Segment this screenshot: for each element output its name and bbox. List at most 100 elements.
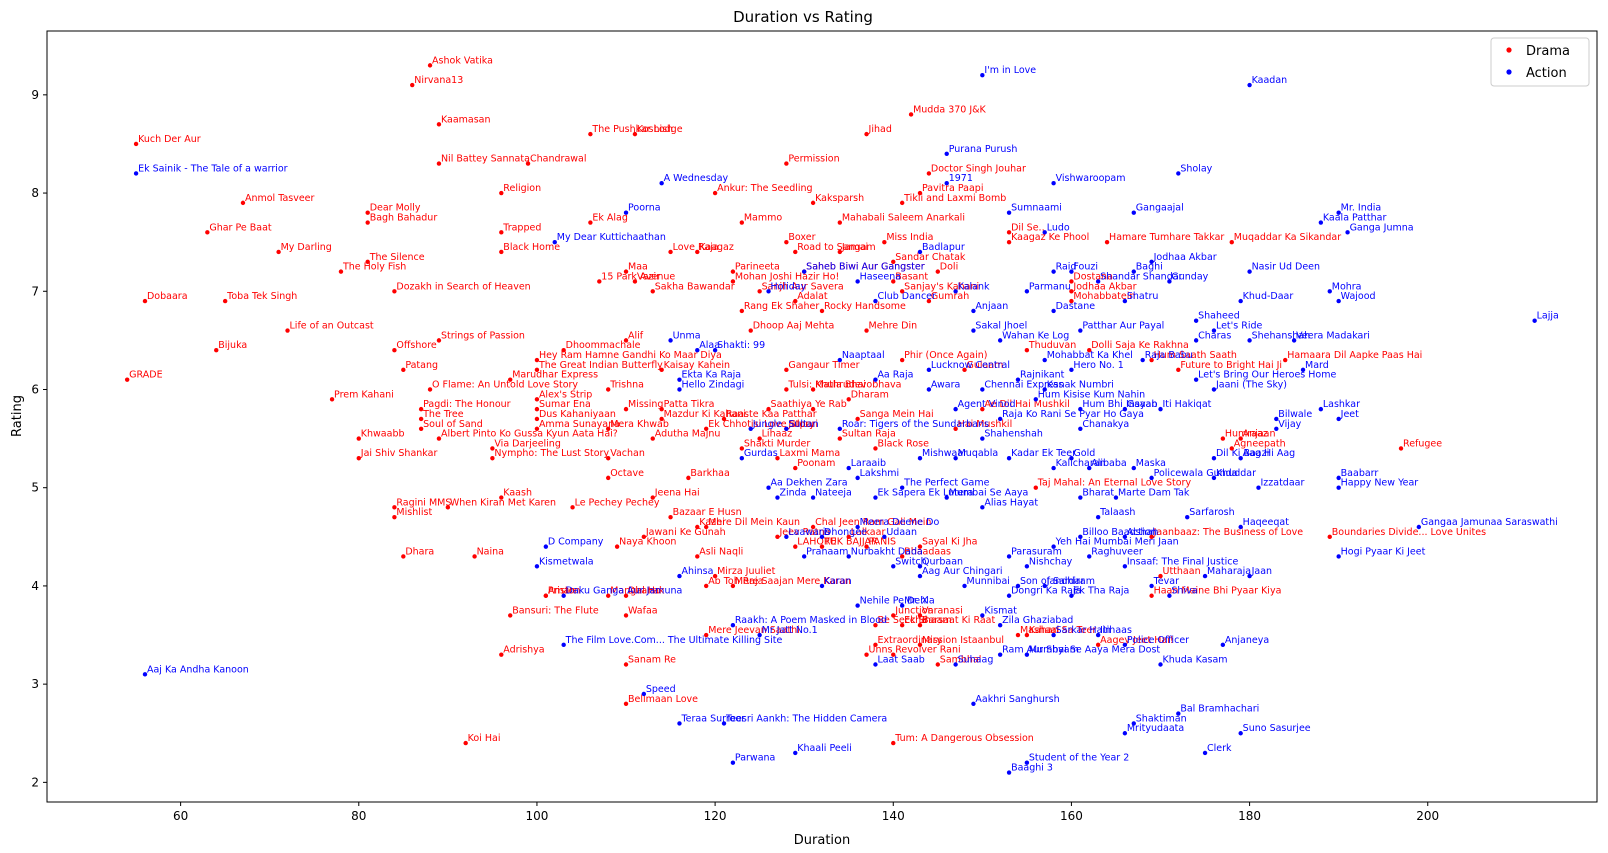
data-point-drama bbox=[873, 623, 878, 628]
data-point-action bbox=[1024, 760, 1030, 765]
data-point-drama bbox=[1149, 534, 1154, 540]
data-point-action bbox=[971, 308, 976, 314]
data-point-drama bbox=[891, 613, 896, 618]
data-label-action: Saheb Biwi Aur Gangster bbox=[806, 262, 925, 273]
data-label-action: Parmanu bbox=[1029, 281, 1071, 292]
data-point-drama bbox=[784, 161, 789, 166]
data-label-action: Tevar bbox=[1153, 576, 1179, 587]
data-point-action bbox=[677, 573, 682, 579]
data-point-action bbox=[899, 603, 905, 608]
data-label-drama: Offshore bbox=[396, 340, 437, 351]
data-label-action: Billoo Baadshah bbox=[1082, 527, 1158, 538]
data-label-drama: Mere Jeevan Saathi bbox=[708, 625, 800, 636]
data-point-action bbox=[1220, 642, 1226, 648]
data-label-action: Awara bbox=[931, 379, 960, 390]
data-point-drama bbox=[401, 367, 406, 373]
data-point-drama bbox=[641, 534, 647, 540]
data-label-drama: Love Raja bbox=[673, 242, 719, 253]
data-point-drama bbox=[1158, 573, 1163, 579]
data-point-drama bbox=[214, 348, 219, 353]
data-point-drama bbox=[784, 239, 789, 245]
data-label-action: Jaani (The Sky) bbox=[1215, 379, 1287, 390]
data-label-action: Lajja bbox=[1537, 311, 1559, 322]
data-label-drama: Mishlist bbox=[396, 507, 432, 518]
data-label-drama: Adrishya bbox=[503, 645, 544, 656]
data-label-action: Jandhiram bbox=[1046, 576, 1095, 587]
data-label-drama: O Flame: An Untold Love Story bbox=[432, 379, 578, 390]
data-label-drama: Ragini MMS bbox=[396, 497, 451, 508]
data-point-action bbox=[1318, 220, 1324, 225]
data-label-action: Mohra bbox=[1332, 281, 1362, 292]
data-point-action bbox=[677, 387, 682, 392]
data-point-drama bbox=[543, 593, 549, 598]
data-point-action bbox=[837, 426, 843, 431]
data-point-action bbox=[855, 603, 860, 608]
data-label-action: Shiva bbox=[1171, 586, 1197, 597]
data-label-action: Bharat bbox=[1082, 488, 1114, 499]
data-point-action bbox=[997, 416, 1003, 422]
data-label-action: Alibaba bbox=[1091, 458, 1126, 469]
data-point-action bbox=[1238, 524, 1243, 530]
data-label-action: Chennai Express bbox=[984, 379, 1063, 390]
data-point-action bbox=[1095, 632, 1101, 638]
data-point-action bbox=[1158, 406, 1163, 412]
data-label-drama: Jamai bbox=[841, 242, 868, 253]
data-label-action: Jungle bbox=[752, 419, 783, 430]
data-point-action bbox=[766, 485, 771, 490]
data-label-action: Parasuram bbox=[1011, 546, 1062, 557]
data-label-drama: Asli Naqli bbox=[699, 546, 743, 557]
data-label-action: A Wednesday bbox=[664, 173, 729, 184]
data-label-action: Naaptaal bbox=[842, 350, 885, 361]
data-label-action: Gurdas bbox=[744, 448, 778, 459]
data-label-action: Gunday bbox=[1171, 271, 1208, 282]
data-label-drama: Bazaar E Husn bbox=[673, 507, 742, 518]
data-point-drama bbox=[695, 524, 700, 530]
data-label-drama: Alex's Strip bbox=[539, 389, 592, 400]
data-point-action bbox=[623, 210, 629, 215]
data-point-action bbox=[739, 456, 745, 461]
data-label-drama: Pagdi: The Honour bbox=[423, 399, 511, 410]
data-point-drama bbox=[917, 642, 923, 648]
data-label-drama: Doctor Singh Jouhar bbox=[931, 163, 1026, 174]
data-label-drama: Octave bbox=[610, 468, 644, 479]
data-label-action: Mumbai Se Aaya Mera Dost bbox=[1029, 645, 1161, 656]
data-label-drama: Kaagaz bbox=[699, 242, 734, 253]
data-point-action bbox=[1122, 534, 1128, 540]
data-label-action: Kismetwala bbox=[539, 556, 594, 567]
data-label-drama: Doli bbox=[940, 262, 958, 273]
data-label-drama: Gumrah bbox=[931, 291, 969, 302]
data-label-action: Hogi Pyaar Ki Jeet bbox=[1341, 546, 1426, 557]
data-point-action bbox=[810, 495, 816, 500]
data-point-action bbox=[846, 465, 851, 471]
data-label-drama: Utthaan bbox=[1163, 566, 1201, 577]
data-label-drama: Ae Dil Hai Mushkil bbox=[984, 399, 1069, 410]
data-point-action bbox=[1211, 456, 1217, 461]
data-label-drama: Miss India bbox=[886, 232, 933, 243]
data-label-action: Nateeja bbox=[815, 488, 852, 499]
data-label-drama: Ek Chhotisi Love Story bbox=[708, 419, 815, 430]
data-point-action bbox=[1238, 456, 1243, 461]
data-point-drama bbox=[1327, 534, 1332, 540]
data-label-drama: Jai Shiv Shankar bbox=[360, 448, 438, 459]
data-point-action bbox=[980, 613, 985, 618]
data-point-action bbox=[1051, 632, 1056, 638]
data-point-action bbox=[748, 426, 753, 431]
data-label-drama: Hey Ram Hamne Gandhi Ko Maar Diya bbox=[539, 350, 722, 361]
data-point-drama bbox=[659, 367, 664, 373]
data-point-drama bbox=[864, 131, 869, 137]
data-label-drama: Shakti Murder bbox=[744, 438, 811, 449]
x-tick-label: 60 bbox=[173, 809, 188, 823]
data-label-action: Raja Ko Rani Se Pyar Ho Gaya bbox=[1002, 409, 1144, 420]
data-label-drama: Phir (Once Again) bbox=[904, 350, 987, 361]
data-label-action: Shakti: 99 bbox=[717, 340, 765, 351]
data-label-action: Dastane bbox=[1056, 301, 1096, 312]
data-label-drama: Ankur: The Seedling bbox=[717, 183, 812, 194]
data-point-action bbox=[659, 181, 664, 186]
legend-marker-drama bbox=[1506, 47, 1512, 53]
data-point-drama bbox=[632, 279, 638, 284]
data-point-drama bbox=[205, 230, 210, 235]
data-point-action bbox=[1140, 357, 1145, 363]
data-point-drama bbox=[980, 406, 985, 412]
data-label-drama: Tulsi: Mathrudevobhava bbox=[787, 379, 901, 390]
data-label-action: Mr. India bbox=[1341, 203, 1382, 214]
